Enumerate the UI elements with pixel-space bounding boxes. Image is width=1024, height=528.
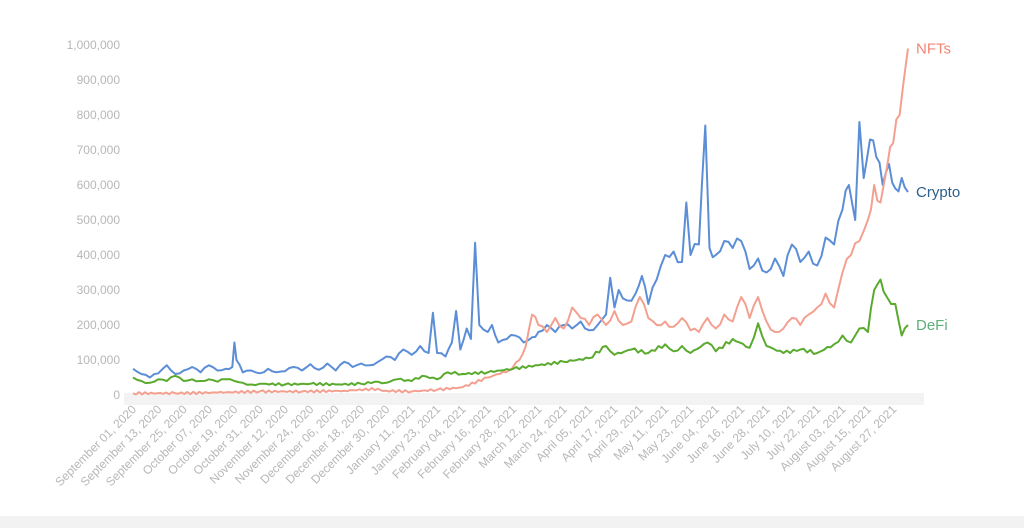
series-line-crypto: [132, 121, 909, 379]
series-label-defi: DeFi: [916, 317, 948, 334]
y-tick-label: 500,000: [77, 213, 121, 227]
y-tick-label: 800,000: [77, 108, 121, 122]
series-label-nfts: NFTs: [916, 41, 951, 58]
y-tick-label: 400,000: [77, 248, 121, 262]
series-lines: [132, 48, 909, 396]
bottom-scroll-edge: [0, 516, 1024, 528]
y-tick-label: 700,000: [77, 143, 121, 157]
y-axis-ticks: 0 100,000 200,000 300,000 400,000 500,000 600,…: [67, 38, 121, 402]
series-labels: Crypto NFTs DeFi: [916, 41, 960, 335]
series-line-nfts: [132, 48, 909, 396]
y-tick-label: 1,000,000: [67, 38, 121, 52]
y-tick-label: 900,000: [77, 73, 121, 87]
y-tick-label: 200,000: [77, 318, 121, 332]
y-tick-label: 100,000: [77, 353, 121, 367]
y-tick-label: 600,000: [77, 178, 121, 192]
series-line-defi: [132, 278, 909, 387]
series-label-crypto: Crypto: [916, 184, 960, 201]
x-axis-band: [124, 393, 924, 405]
y-tick-label: 0: [113, 388, 120, 402]
y-tick-label: 300,000: [77, 283, 121, 297]
